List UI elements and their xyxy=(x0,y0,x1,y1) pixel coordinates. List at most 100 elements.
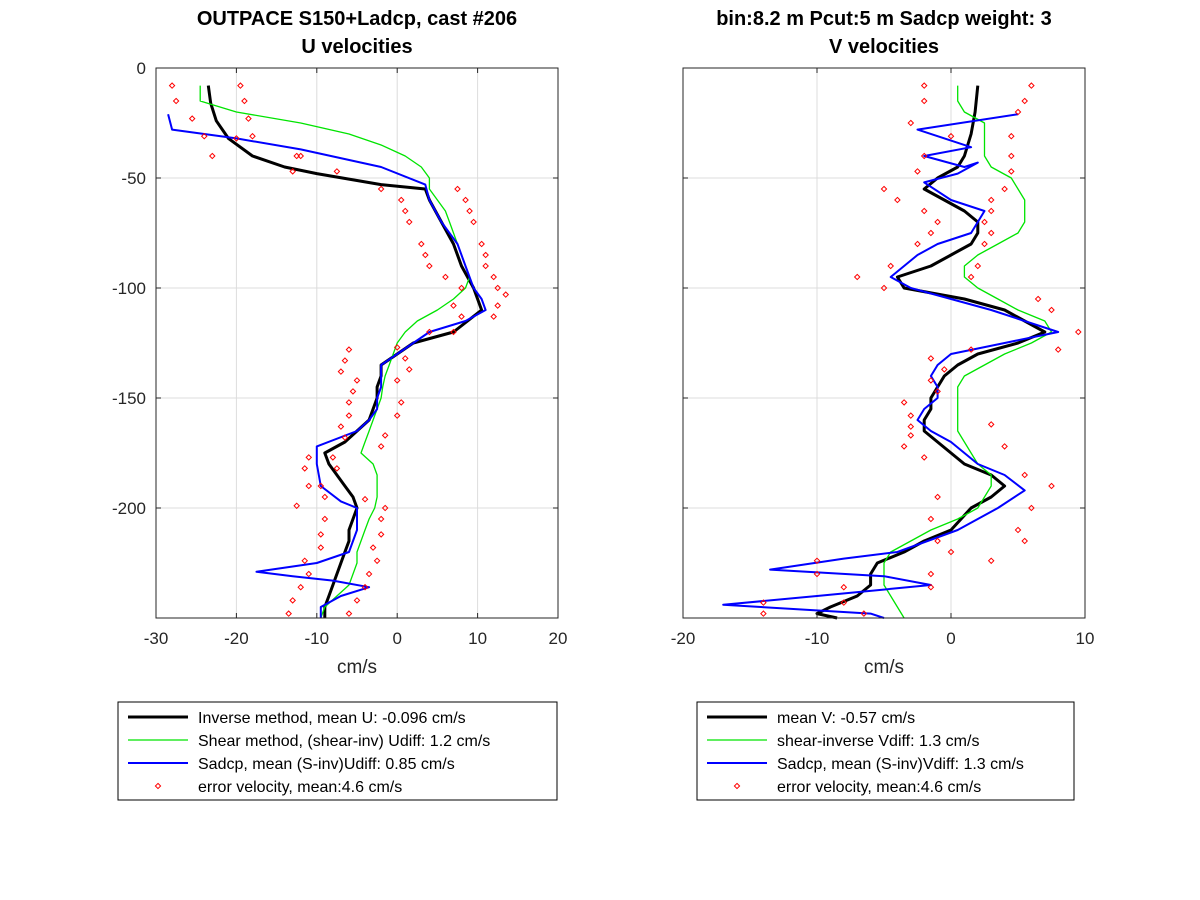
u-error-marker xyxy=(377,515,385,523)
u-error-marker xyxy=(426,262,433,270)
u-error-marker xyxy=(454,185,461,193)
u-error-marker xyxy=(405,366,413,373)
u-y-tick-label-3: -150 xyxy=(112,389,146,408)
u-error-marker xyxy=(401,207,409,215)
v-error-marker xyxy=(840,583,848,591)
u-error-marker xyxy=(293,502,301,510)
v-error-marker xyxy=(1007,132,1015,140)
v-velocity-panel: bin:8.2 m Pcut:5 m Sadcp weight: 3 V vel… xyxy=(671,8,1095,801)
u-error-marker xyxy=(458,313,465,320)
v-error-marker xyxy=(1007,152,1015,160)
u-error-marker xyxy=(345,412,353,419)
v-axis-ticks: -20 -10 0 10 xyxy=(671,67,1095,648)
v-error-marker xyxy=(760,599,767,606)
u-error-marker xyxy=(297,152,305,160)
u-y-tick-label-2: -100 xyxy=(112,279,146,298)
u-x-axis-label: cm/s xyxy=(337,657,377,678)
v-error-marker xyxy=(987,207,995,215)
u-error-marker xyxy=(337,368,345,375)
u-legend-box xyxy=(117,701,558,801)
v-error-marker xyxy=(760,610,767,617)
v-error-marker xyxy=(1054,346,1062,353)
v-error-marker xyxy=(1048,482,1055,490)
v-error-marker xyxy=(853,273,861,281)
u-error-marker xyxy=(494,284,502,292)
v-error-marker xyxy=(934,218,941,226)
v-legend-label-0: mean V: -0.57 cm/s xyxy=(777,710,915,727)
u-legend-entries: Inverse method, mean U: -0.096 cm/s Shear… xyxy=(128,710,490,796)
v-x-tick-label-3: 10 xyxy=(1076,629,1095,648)
u-error-marker xyxy=(397,399,405,406)
v-x-tick-label-0: -20 xyxy=(671,629,696,648)
v-error-marker xyxy=(947,132,955,140)
u-error-marker xyxy=(341,357,349,364)
u-error-marker xyxy=(442,273,449,281)
u-error-marker xyxy=(361,495,369,503)
u-error-marker xyxy=(462,196,469,204)
u-error-marker xyxy=(381,432,389,439)
v-error-marker xyxy=(927,515,935,523)
v-legend: mean V: -0.57 cm/s shear-inverse Vdiff: 1… xyxy=(696,701,1075,801)
v-error-marker xyxy=(900,443,908,450)
v-error-marker xyxy=(1074,328,1082,336)
u-error-marker xyxy=(301,465,309,472)
u-error-marker xyxy=(317,544,325,551)
u-x-tick-label-4: 10 xyxy=(468,629,487,648)
u-error-marker xyxy=(289,168,296,175)
v-legend-label-3: error velocity, mean:4.6 cm/s xyxy=(777,779,981,796)
u-error-marker xyxy=(345,399,353,406)
u-error-marker xyxy=(369,544,377,551)
v-error-marker xyxy=(934,493,941,501)
u-error-marker xyxy=(317,531,325,538)
u-y-tick-label-1: -50 xyxy=(121,169,146,188)
u-error-marker xyxy=(305,454,313,461)
u-chart-subtitle: U velocities xyxy=(301,36,412,58)
v-error-marker xyxy=(934,388,941,395)
v-error-marker xyxy=(813,570,821,578)
u-error-marker xyxy=(393,412,401,419)
v-error-marker xyxy=(907,432,915,439)
v-error-marker xyxy=(1014,108,1022,116)
u-error-marker xyxy=(377,531,385,538)
u-error-marker xyxy=(393,377,401,384)
v-error-marker xyxy=(927,570,935,578)
v-x-axis-label: cm/s xyxy=(864,657,904,678)
u-error-marker xyxy=(305,570,313,578)
u-error-marker xyxy=(401,355,409,362)
v-error-marker xyxy=(920,152,928,160)
v-error-marker xyxy=(987,557,995,565)
v-error-marker xyxy=(1001,185,1008,193)
v-error-marker xyxy=(987,196,995,204)
u-error-marker xyxy=(349,388,357,395)
u-error-marker xyxy=(172,97,180,105)
v-error-marker xyxy=(927,377,935,384)
u-error-marker xyxy=(329,454,337,461)
u-error-marker xyxy=(422,251,429,259)
u-error-marker xyxy=(249,132,256,140)
v-error-marker xyxy=(907,119,915,127)
u-x-tick-label-3: 0 xyxy=(392,629,401,648)
v-error-marker xyxy=(914,168,921,175)
v-x-tick-label-2: 0 xyxy=(946,629,955,648)
v-error-marker xyxy=(934,537,941,545)
u-error-marker xyxy=(233,135,240,142)
u-x-tick-label-1: -20 xyxy=(224,629,249,648)
v-error-marker xyxy=(927,583,935,591)
u-error-marker xyxy=(478,240,485,248)
v-error-marker xyxy=(987,229,995,237)
u-error-marker xyxy=(450,302,457,309)
u-error-marker xyxy=(345,610,353,617)
u-error-marker xyxy=(345,346,353,353)
v-error-marker xyxy=(1007,168,1015,175)
v-legend-entries: mean V: -0.57 cm/s shear-inverse Vdiff: 1… xyxy=(707,710,1024,796)
v-error-marker xyxy=(907,412,915,419)
u-series-line-1 xyxy=(199,85,471,619)
v-error-marker xyxy=(967,273,975,281)
v-error-marker xyxy=(940,366,948,373)
u-series-line-0 xyxy=(206,85,484,618)
u-error-marker xyxy=(502,291,510,298)
u-error-marker xyxy=(333,168,341,175)
v-error-marker xyxy=(1028,504,1035,512)
v-legend-swatch-3 xyxy=(733,782,741,790)
